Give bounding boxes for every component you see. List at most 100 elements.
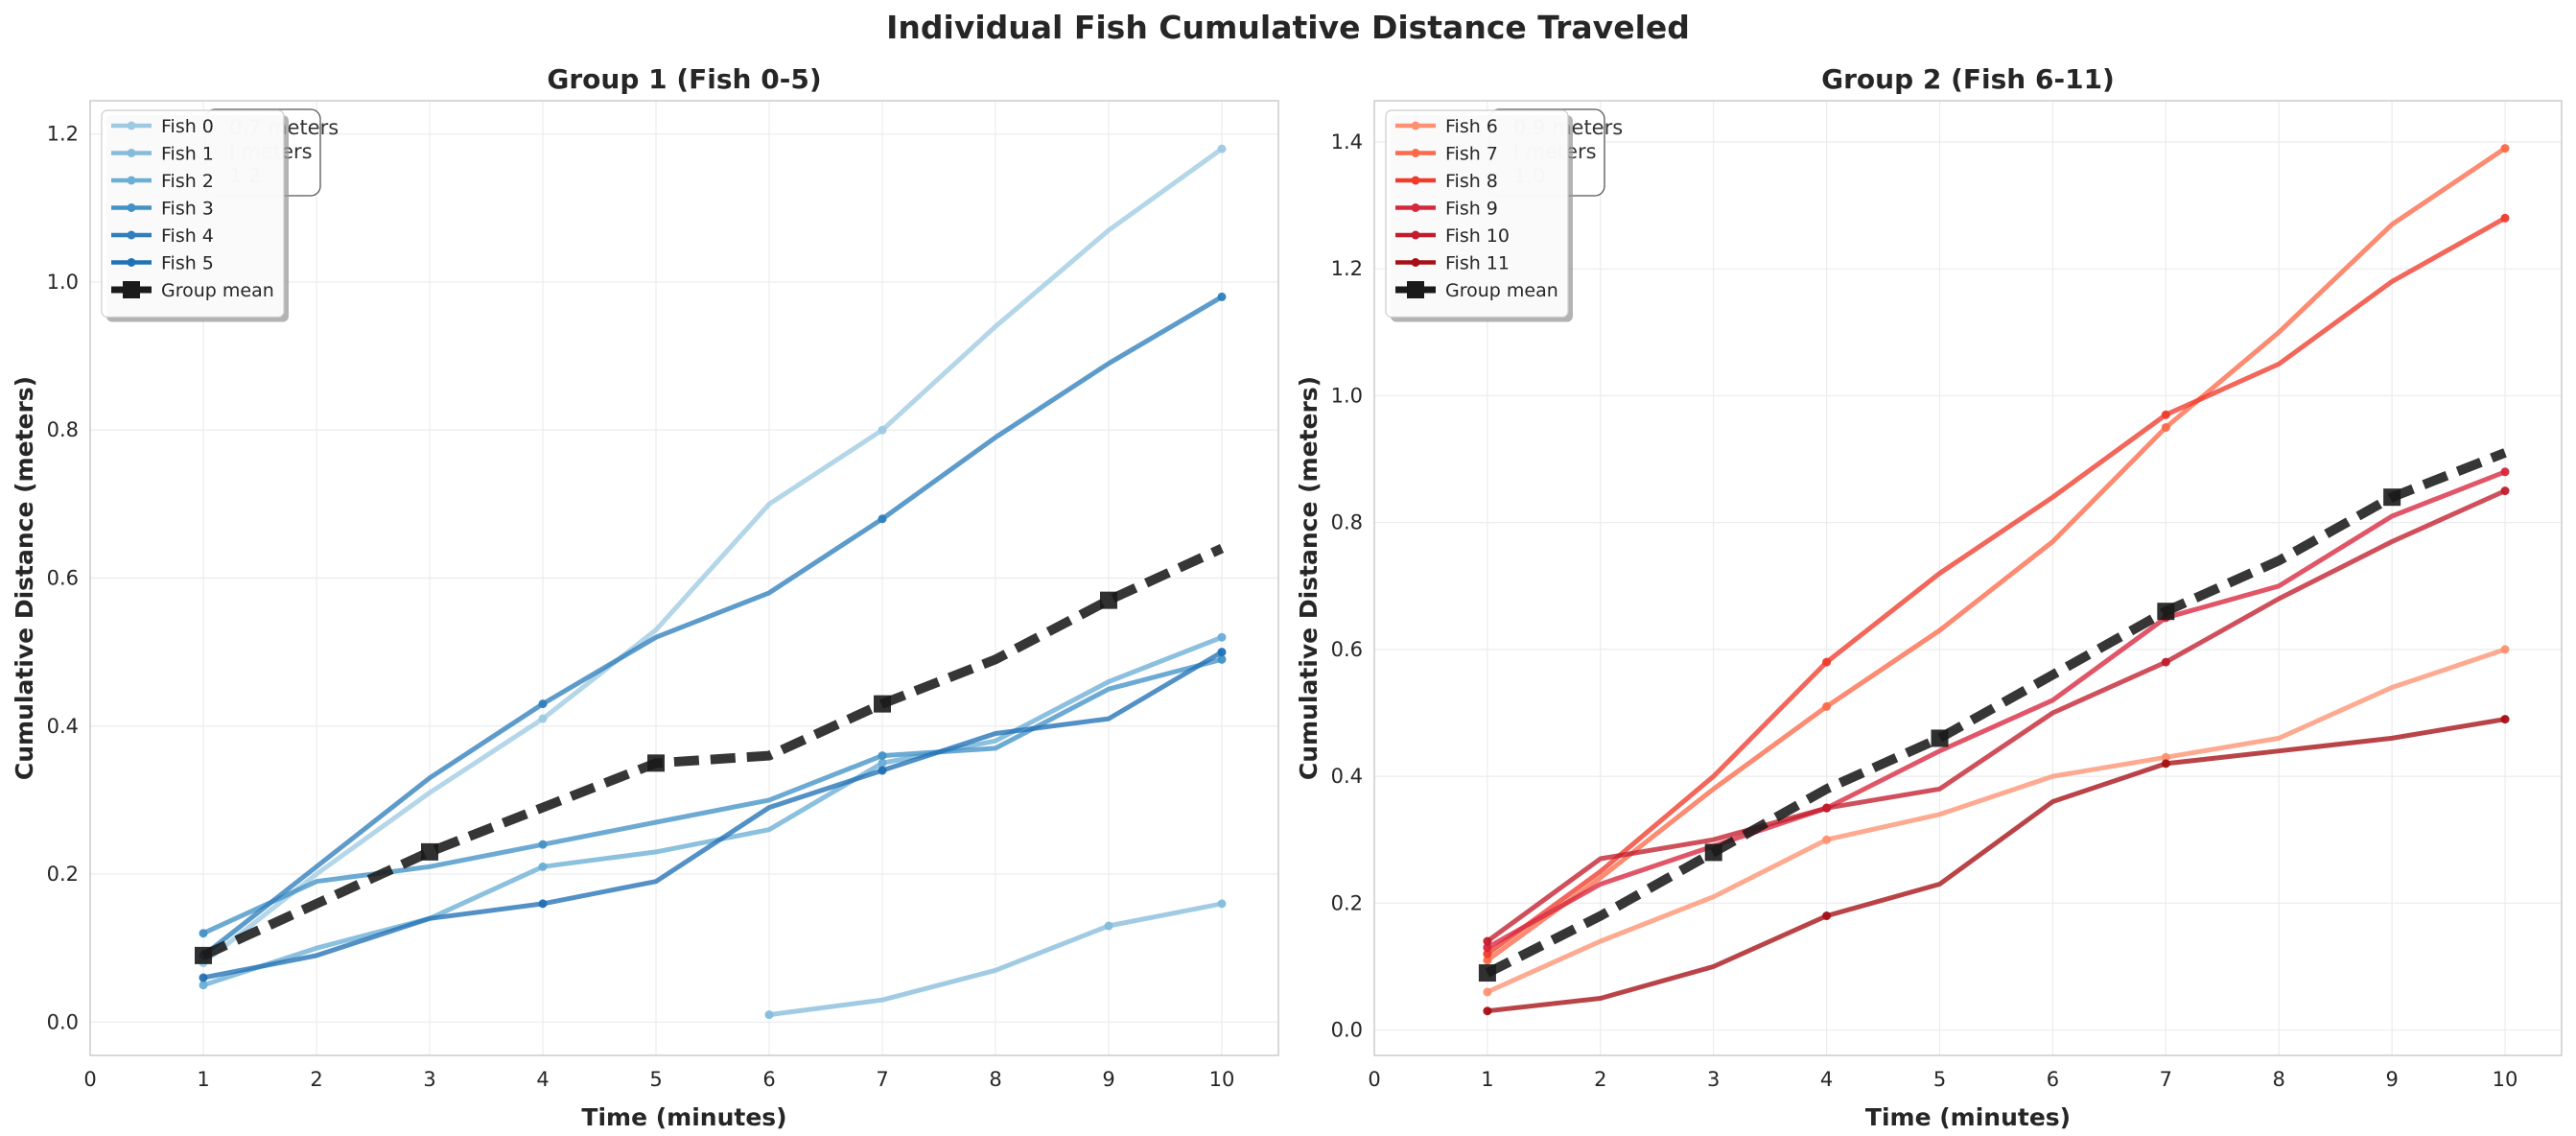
x-tick-label: 3 [423, 1068, 435, 1091]
y-axis-label: Cumulative Distance (meters) [1295, 376, 1323, 780]
data-point [2500, 467, 2510, 477]
data-point [2500, 213, 2510, 223]
legend-swatch-marker [1411, 176, 1420, 185]
legend-label: Fish 2 [161, 171, 214, 192]
series-line-fish-6 [1486, 647, 2506, 995]
axes-frame [1373, 100, 2563, 1056]
x-tick-label: 7 [876, 1068, 888, 1091]
group-mean-line [200, 544, 1225, 960]
legend-swatch-marker [1411, 258, 1420, 267]
data-point [1822, 657, 1832, 667]
data-point [1217, 292, 1227, 301]
y-tick-label: 0.8 [1331, 511, 1363, 534]
series-line-fish-1 [768, 901, 1223, 1018]
axes-frame [89, 100, 1279, 1056]
series-line-fish-10 [1486, 488, 2507, 944]
legend-mean-marker [123, 281, 140, 298]
legend-label: Fish 3 [161, 199, 214, 220]
data-point [1822, 701, 1832, 711]
legend-swatch-marker [1411, 230, 1420, 240]
data-point [878, 425, 887, 435]
data-point [2161, 752, 2170, 762]
data-point [1483, 987, 1492, 997]
group-mean-marker [195, 946, 212, 964]
x-tick-label: 4 [536, 1068, 549, 1091]
data-point [1217, 899, 1227, 909]
data-point [1822, 911, 1832, 921]
x-tick-label: 8 [2273, 1068, 2285, 1091]
group-mean-marker [874, 695, 891, 713]
group-mean-marker [1931, 729, 1949, 747]
legend-box [1385, 109, 1569, 319]
x-tick-label: 5 [1933, 1068, 1946, 1091]
chart-panel-group-2: 0.9 metersl meters1.00123456789100.00.20… [1295, 63, 2563, 1131]
group-mean-marker [2157, 603, 2175, 621]
y-tick-label: 1.4 [1331, 130, 1363, 154]
data-point [538, 699, 548, 709]
y-tick-label: 1.2 [1331, 257, 1363, 280]
group-mean-marker [1704, 843, 1722, 862]
data-point [1217, 648, 1227, 657]
data-point [1217, 144, 1227, 154]
series-line-fish-4 [201, 295, 1224, 958]
y-tick-label: 0.2 [47, 863, 79, 886]
x-tick-label: 6 [762, 1068, 775, 1091]
group-mean-line [1485, 448, 2507, 978]
data-point [538, 840, 548, 849]
series-line-fish-0 [201, 147, 1224, 965]
x-tick-label: 6 [2047, 1068, 2059, 1091]
legend-label: Fish 11 [1445, 253, 1510, 274]
x-tick-label: 8 [989, 1068, 1001, 1091]
x-tick-label: 7 [2160, 1068, 2172, 1091]
data-point [199, 929, 208, 938]
x-tick-label: 10 [1209, 1068, 1235, 1091]
data-point [878, 758, 887, 768]
data-point [1483, 936, 1492, 946]
legend-swatch-marker [1411, 121, 1420, 130]
data-point [1483, 1006, 1492, 1016]
data-point [1104, 921, 1113, 931]
y-tick-label: 0.6 [1331, 638, 1363, 661]
y-tick-label: 1.0 [1331, 384, 1363, 407]
data-point [2161, 422, 2170, 432]
x-tick-label: 2 [310, 1068, 322, 1091]
data-point [1217, 654, 1227, 664]
series-line-fish-11 [1487, 717, 2506, 1014]
x-tick-label: 0 [83, 1068, 96, 1091]
data-point [2161, 759, 2170, 769]
legend-label: Fish 1 [161, 144, 214, 165]
data-point [2500, 715, 2510, 724]
series-line-fish-7 [1486, 146, 2507, 962]
data-point [1483, 949, 1492, 958]
chart-panel-group-1: 0.7 metersl meters1.20123456789100.00.20… [11, 63, 1279, 1131]
x-axis-label: Time (minutes) [581, 1103, 786, 1131]
legend-label-mean: Group mean [1445, 280, 1558, 301]
group-mean-marker [2383, 488, 2401, 507]
series-line-fish-5 [202, 650, 1224, 981]
legend-label: Fish 7 [1445, 144, 1498, 165]
series-line-fish-8 [1486, 216, 2507, 957]
x-tick-label: 0 [1368, 1068, 1380, 1091]
data-point [2161, 657, 2170, 667]
x-tick-label: 1 [1481, 1068, 1493, 1091]
x-tick-label: 4 [1820, 1068, 1833, 1091]
x-tick-label: 9 [1102, 1068, 1114, 1091]
data-point [2500, 645, 2510, 654]
data-point [538, 862, 548, 871]
data-point [878, 766, 887, 775]
legend-label-mean: Group mean [161, 280, 274, 301]
legend-box [101, 109, 285, 319]
legend-swatch-marker [127, 149, 136, 157]
y-tick-label: 0.0 [47, 1010, 79, 1033]
legend-swatch-marker [127, 176, 136, 185]
legend-swatch-marker [127, 258, 136, 267]
legend-label: Fish 5 [161, 253, 214, 274]
y-tick-label: 0.6 [47, 567, 79, 590]
data-point [1822, 803, 1832, 813]
x-tick-label: 1 [197, 1068, 209, 1091]
legend: Fish 6 Fish 7 Fish 8 Fish 9 Fish 10 Fish 11 Gr… [1385, 109, 1573, 322]
y-tick-label: 0.0 [1331, 1019, 1363, 1042]
y-axis-label: Cumulative Distance (meters) [11, 376, 38, 780]
data-point [538, 899, 548, 909]
x-tick-label: 2 [1594, 1068, 1606, 1091]
